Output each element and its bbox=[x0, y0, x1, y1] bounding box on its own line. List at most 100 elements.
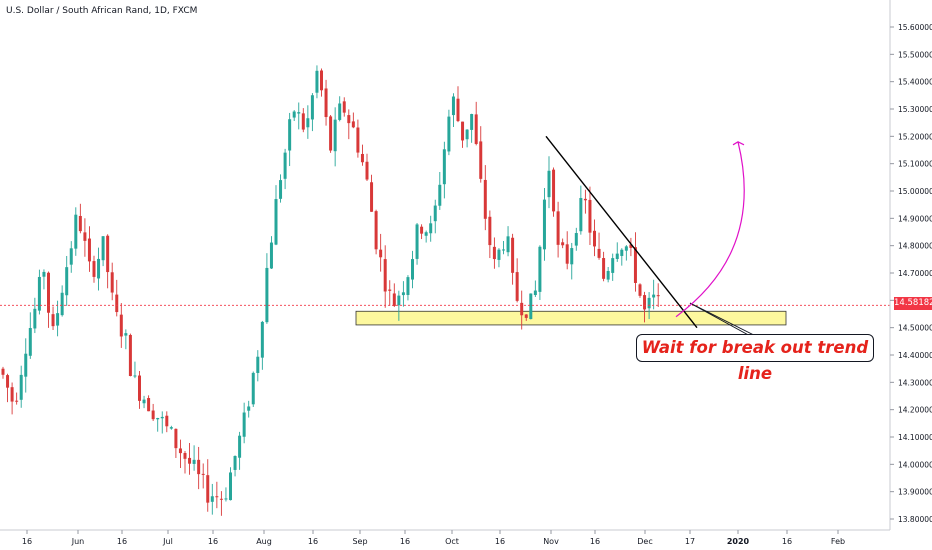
candle bbox=[101, 236, 105, 267]
candle-body bbox=[647, 297, 651, 309]
candle bbox=[533, 280, 537, 297]
candle bbox=[356, 119, 360, 158]
candle bbox=[78, 203, 82, 234]
candle bbox=[306, 105, 310, 139]
candle bbox=[383, 245, 387, 308]
candle bbox=[315, 65, 319, 99]
candle bbox=[561, 238, 565, 249]
candle-body bbox=[97, 258, 101, 279]
candle bbox=[24, 338, 28, 393]
y-tick-label: 15.60000 bbox=[898, 23, 932, 32]
candle-body bbox=[433, 205, 437, 222]
candle bbox=[87, 226, 91, 272]
candle-body bbox=[119, 314, 123, 337]
candle-body bbox=[324, 88, 328, 118]
candle bbox=[201, 463, 205, 489]
y-tick-label: 14.00000 bbox=[898, 460, 932, 469]
candle bbox=[215, 481, 219, 509]
candle-body bbox=[542, 199, 546, 250]
candle bbox=[388, 280, 392, 306]
y-tick-label: 15.20000 bbox=[898, 132, 932, 141]
candle bbox=[365, 153, 369, 182]
candlestick-series bbox=[1, 65, 660, 516]
candle-body bbox=[279, 180, 283, 199]
candle bbox=[124, 329, 128, 350]
candle bbox=[602, 251, 606, 282]
candle-body bbox=[260, 321, 264, 358]
candle-body bbox=[306, 118, 310, 128]
candle-body bbox=[579, 198, 583, 232]
candle-body bbox=[370, 182, 374, 212]
candle-body bbox=[138, 375, 141, 401]
candle bbox=[656, 283, 660, 308]
candle-body bbox=[74, 214, 78, 249]
candle bbox=[479, 126, 483, 183]
x-tick-label: Dec bbox=[637, 537, 652, 546]
candle-body bbox=[28, 328, 32, 356]
candle bbox=[342, 97, 346, 117]
candle-body bbox=[365, 161, 369, 180]
y-tick-label: 15.30000 bbox=[898, 105, 932, 114]
candle-body bbox=[147, 398, 151, 412]
candle-body bbox=[15, 400, 19, 402]
candle-body bbox=[520, 302, 524, 316]
candle bbox=[438, 172, 442, 210]
candle bbox=[643, 291, 647, 323]
candle bbox=[265, 253, 269, 324]
candle bbox=[178, 439, 182, 468]
candle-body bbox=[356, 127, 360, 153]
candle bbox=[292, 110, 296, 122]
candle bbox=[429, 215, 433, 242]
candle-body bbox=[165, 415, 169, 427]
candle bbox=[74, 207, 78, 256]
candle bbox=[133, 361, 137, 379]
candle-body bbox=[565, 244, 569, 264]
candle-body bbox=[388, 289, 392, 291]
candle bbox=[242, 402, 246, 444]
support-zone-rect bbox=[355, 310, 787, 326]
candle bbox=[497, 248, 501, 268]
candle bbox=[652, 279, 656, 310]
candle-body bbox=[438, 184, 442, 206]
candle-body bbox=[160, 416, 164, 419]
candle-body bbox=[597, 248, 601, 258]
candle bbox=[65, 255, 69, 306]
y-tick-label: 15.10000 bbox=[898, 160, 932, 169]
annotation-callout[interactable]: Wait for break out trend line bbox=[636, 334, 874, 383]
x-tick-label: 16 bbox=[400, 537, 410, 546]
candle-body bbox=[561, 242, 565, 246]
candle-body bbox=[188, 457, 192, 464]
candle bbox=[597, 232, 601, 260]
candle bbox=[515, 258, 519, 303]
projection-arrow bbox=[675, 141, 745, 318]
candle-body bbox=[197, 459, 201, 475]
candle-body bbox=[492, 246, 496, 260]
support-zone bbox=[355, 310, 787, 326]
candle bbox=[470, 113, 474, 143]
candle-body bbox=[265, 267, 269, 323]
candle bbox=[502, 240, 505, 255]
candle-body bbox=[128, 334, 132, 377]
candle bbox=[229, 467, 232, 501]
candle-body bbox=[465, 129, 469, 140]
candle bbox=[83, 218, 87, 257]
candle-body bbox=[229, 472, 232, 501]
candle-body bbox=[620, 249, 624, 256]
candle-body bbox=[420, 226, 424, 234]
candle-body bbox=[60, 292, 64, 316]
candle-body bbox=[593, 230, 596, 247]
y-tick-label: 14.90000 bbox=[898, 214, 932, 223]
candle-body bbox=[583, 198, 587, 201]
candle-body bbox=[470, 114, 474, 130]
candle-body bbox=[233, 456, 237, 470]
candle bbox=[370, 174, 374, 212]
candle bbox=[274, 185, 278, 246]
candle-body bbox=[288, 119, 292, 151]
candle-body bbox=[401, 292, 405, 296]
candle-body bbox=[411, 259, 414, 280]
candle-body bbox=[283, 152, 287, 179]
candle bbox=[56, 300, 60, 337]
candle-body bbox=[351, 121, 355, 128]
candle bbox=[37, 269, 41, 315]
